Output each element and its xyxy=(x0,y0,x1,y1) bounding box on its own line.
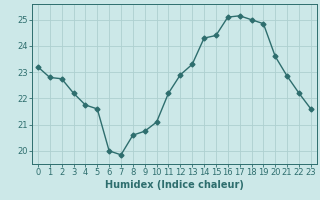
X-axis label: Humidex (Indice chaleur): Humidex (Indice chaleur) xyxy=(105,180,244,190)
